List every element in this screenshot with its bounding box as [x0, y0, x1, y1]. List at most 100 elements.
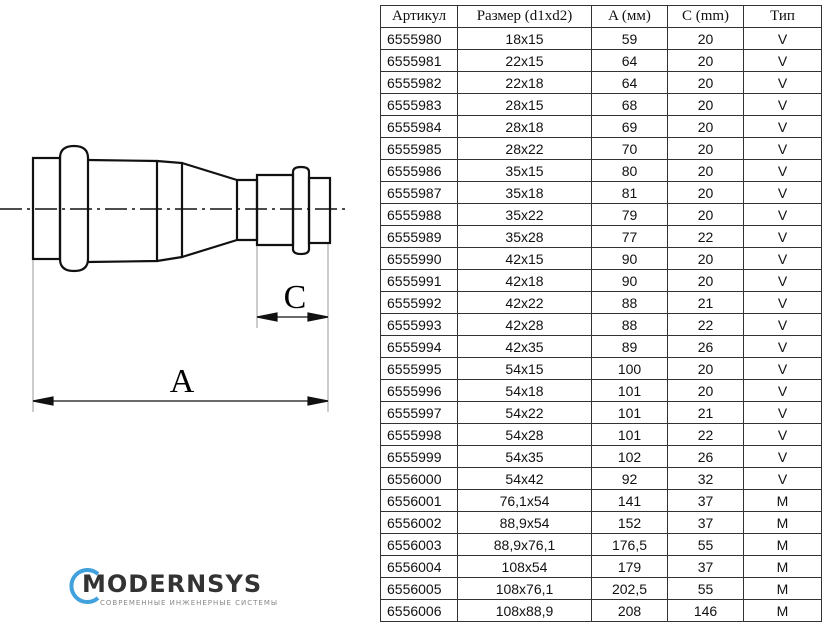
- cell-size: 35x22: [457, 203, 592, 226]
- cell-size: 76,1x54: [457, 489, 592, 512]
- cell-a: 100: [591, 357, 668, 380]
- cell-type: M: [743, 577, 822, 600]
- table-row: 6555985 28x22 70 20 V: [380, 137, 822, 160]
- modernsys-watermark-logo: MODERNSYS СОВРЕМЕННЫЕ ИНЖЕНЕРНЫЕ СИСТЕМЫ: [69, 568, 278, 607]
- cell-type: M: [743, 555, 822, 578]
- cell-type: V: [743, 71, 822, 94]
- cell-article: 6556000: [380, 467, 458, 490]
- cell-size: 108x88,9: [457, 599, 592, 622]
- cell-size: 35x15: [457, 159, 592, 182]
- cell-type: V: [743, 115, 822, 138]
- cell-a: 202,5: [591, 577, 668, 600]
- table-row: 6555983 28x15 68 20 V: [380, 93, 822, 116]
- table-row: 6555995 54x15 100 20 V: [380, 357, 822, 380]
- table-row: 6556002 88,9x54 152 37 M: [380, 511, 822, 534]
- cell-type: V: [743, 27, 822, 50]
- cell-article: 6556001: [380, 489, 458, 512]
- cell-article: 6555995: [380, 357, 458, 380]
- cell-type: V: [743, 225, 822, 248]
- cell-article: 6555991: [380, 269, 458, 292]
- cell-article: 6556006: [380, 599, 458, 622]
- cell-a: 101: [591, 379, 668, 402]
- cell-type: V: [743, 401, 822, 424]
- cell-c: 22: [667, 423, 744, 446]
- logo-tagline: СОВРЕМЕННЫЕ ИНЖЕНЕРНЫЕ СИСТЕМЫ: [100, 599, 278, 607]
- cell-size: 42x35: [457, 335, 592, 358]
- cell-a: 59: [591, 27, 668, 50]
- cell-a: 64: [591, 49, 668, 72]
- table-row: 6555999 54x35 102 26 V: [380, 445, 822, 468]
- cell-c: 20: [667, 269, 744, 292]
- table-row: 6555996 54x18 101 20 V: [380, 379, 822, 402]
- cell-article: 6555994: [380, 335, 458, 358]
- cell-type: M: [743, 599, 822, 622]
- cell-size: 42x22: [457, 291, 592, 314]
- dimension-a-label: A: [170, 363, 195, 400]
- table-row: 6555997 54x22 101 21 V: [380, 401, 822, 424]
- cell-a: 88: [591, 313, 668, 336]
- cell-size: 22x15: [457, 49, 592, 72]
- cell-a: 152: [591, 511, 668, 534]
- cell-article: 6555999: [380, 445, 458, 468]
- cell-size: 54x22: [457, 401, 592, 424]
- cell-article: 6555998: [380, 423, 458, 446]
- cell-size: 18x15: [457, 27, 592, 50]
- cell-type: V: [743, 203, 822, 226]
- cell-size: 54x42: [457, 467, 592, 490]
- cell-c: 55: [667, 533, 744, 556]
- cell-c: 20: [667, 181, 744, 204]
- header-article: Артикул: [380, 5, 458, 28]
- cell-c: 22: [667, 313, 744, 336]
- cell-article: 6555997: [380, 401, 458, 424]
- cell-article: 6555982: [380, 71, 458, 94]
- cell-type: M: [743, 533, 822, 556]
- header-c: C (mm): [667, 5, 744, 28]
- cell-a: 101: [591, 401, 668, 424]
- cell-c: 146: [667, 599, 744, 622]
- cell-c: 20: [667, 379, 744, 402]
- cell-c: 26: [667, 445, 744, 468]
- cell-article: 6556002: [380, 511, 458, 534]
- cell-article: 6556003: [380, 533, 458, 556]
- table-row: 6555990 42x15 90 20 V: [380, 247, 822, 270]
- cell-article: 6555983: [380, 93, 458, 116]
- table-row: 6555988 35x22 79 20 V: [380, 203, 822, 226]
- cell-size: 108x76,1: [457, 577, 592, 600]
- cell-c: 55: [667, 577, 744, 600]
- cell-type: V: [743, 247, 822, 270]
- cell-article: 6555987: [380, 181, 458, 204]
- header-a: A (мм): [591, 5, 668, 28]
- cell-c: 37: [667, 511, 744, 534]
- cell-article: 6555988: [380, 203, 458, 226]
- cell-c: 26: [667, 335, 744, 358]
- cell-c: 20: [667, 357, 744, 380]
- cell-c: 20: [667, 49, 744, 72]
- cell-a: 208: [591, 599, 668, 622]
- cell-a: 101: [591, 423, 668, 446]
- cell-type: V: [743, 445, 822, 468]
- cell-a: 90: [591, 247, 668, 270]
- table-row: 6556003 88,9x76,1 176,5 55 M: [380, 533, 822, 556]
- cell-type: V: [743, 335, 822, 358]
- table-row: 6555992 42x22 88 21 V: [380, 291, 822, 314]
- cell-a: 69: [591, 115, 668, 138]
- cell-type: M: [743, 511, 822, 534]
- cell-type: V: [743, 93, 822, 116]
- cell-size: 88,9x76,1: [457, 533, 592, 556]
- cell-c: 37: [667, 555, 744, 578]
- cell-a: 141: [591, 489, 668, 512]
- reducer-outline: [31, 144, 332, 273]
- cell-a: 89: [591, 335, 668, 358]
- cell-article: 6555985: [380, 137, 458, 160]
- cell-a: 80: [591, 159, 668, 182]
- cell-size: 42x18: [457, 269, 592, 292]
- cell-a: 90: [591, 269, 668, 292]
- cell-article: 6555981: [380, 49, 458, 72]
- cell-type: V: [743, 357, 822, 380]
- cell-a: 179: [591, 555, 668, 578]
- cell-size: 35x18: [457, 181, 592, 204]
- cell-article: 6555996: [380, 379, 458, 402]
- cell-c: 21: [667, 291, 744, 314]
- cell-c: 20: [667, 93, 744, 116]
- cell-size: 42x15: [457, 247, 592, 270]
